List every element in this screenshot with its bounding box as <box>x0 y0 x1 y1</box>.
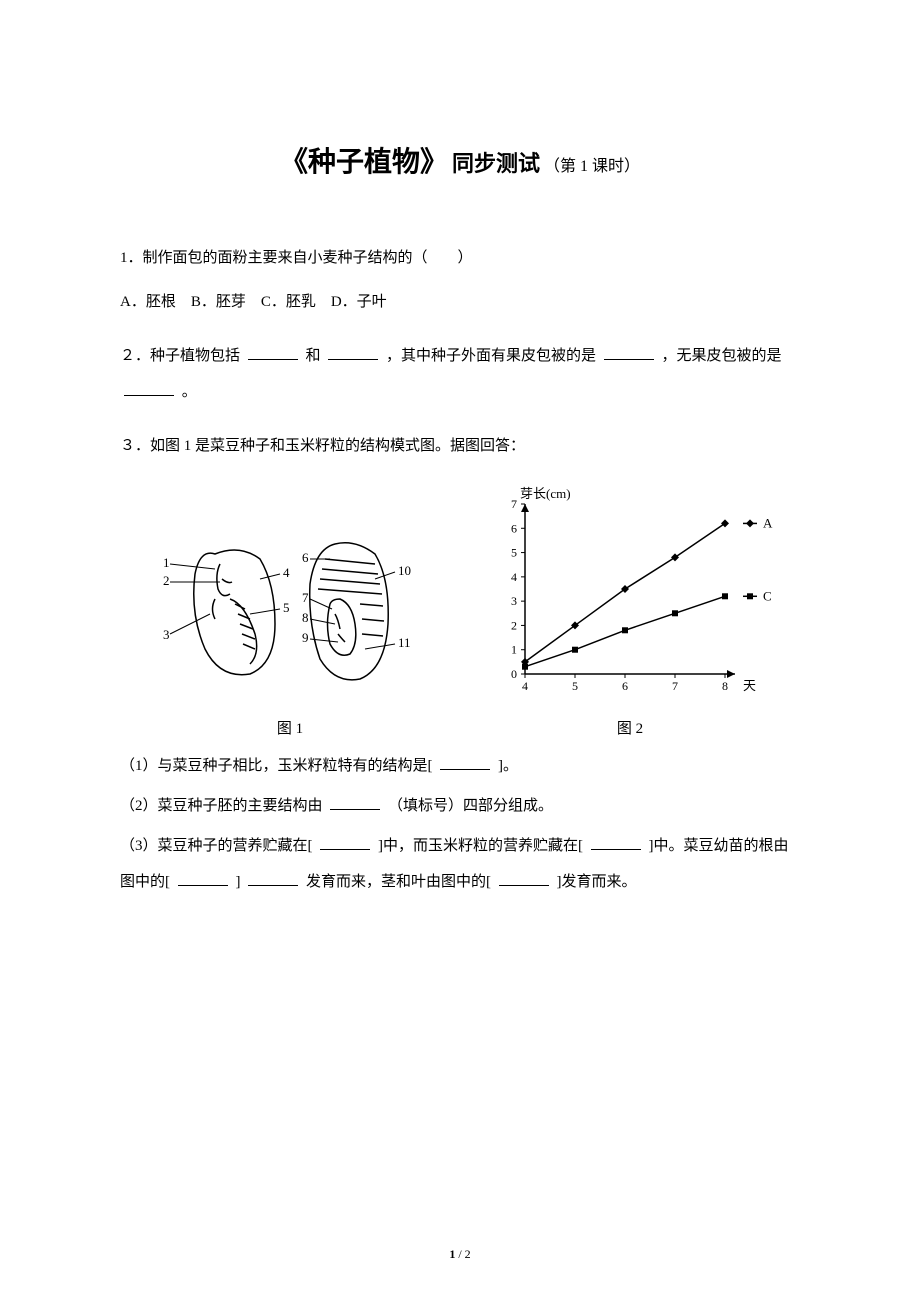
svg-text:7: 7 <box>672 679 678 693</box>
label-3: 3 <box>163 627 170 642</box>
page-title: 《种子植物》 同步测试 （第 1 课时） <box>120 140 800 180</box>
blank <box>499 868 549 886</box>
svg-text:芽长(cm): 芽长(cm) <box>520 486 571 501</box>
page-current: 1 <box>449 1247 455 1261</box>
blank <box>178 868 228 886</box>
blank <box>248 342 298 360</box>
label-2: 2 <box>163 573 170 588</box>
blank <box>440 752 490 770</box>
label-8: 8 <box>302 610 309 625</box>
q2-part2: 和 <box>302 348 325 364</box>
question-2: ２．种子植物包括 和 ，其中种子外面有果皮包被的是 ，无果皮包被的是 。 <box>120 338 800 410</box>
svg-text:A: A <box>763 515 773 530</box>
question-3-sub2: （2）菜豆种子胚的主要结构由 （填标号）四部分组成。 <box>120 788 800 824</box>
title-main: 《种子植物》 <box>280 147 448 178</box>
blank <box>248 868 298 886</box>
svg-text:4: 4 <box>522 679 528 693</box>
page-footer: 1 / 2 <box>0 1247 920 1262</box>
svg-text:7: 7 <box>511 497 517 511</box>
svg-text:C: C <box>763 588 772 603</box>
svg-text:1: 1 <box>511 643 517 657</box>
q2-part3: ，其中种子外面有果皮包被的是 <box>382 348 600 364</box>
q2-part5: 。 <box>178 384 197 400</box>
label-1: 1 <box>163 555 170 570</box>
svg-text:5: 5 <box>572 679 578 693</box>
page-total: 2 <box>465 1247 471 1261</box>
svg-text:3: 3 <box>511 594 517 608</box>
blank <box>330 792 380 810</box>
blank <box>328 342 378 360</box>
figure-2-label: 图 2 <box>460 717 800 738</box>
q3-sub1-a: （1）与菜豆种子相比，玉米籽粒特有的结构是[ <box>120 758 436 774</box>
label-6: 6 <box>302 550 309 565</box>
question-3-sub3: （3）菜豆种子的营养贮藏在[ ]中，而玉米籽粒的营养贮藏在[ ]中。菜豆幼苗的根… <box>120 828 800 900</box>
figure-1-label: 图 1 <box>120 717 460 738</box>
q3-sub2-a: （2）菜豆种子胚的主要结构由 <box>120 798 326 814</box>
blank <box>604 342 654 360</box>
question-3-stem: ３．如图 1 是菜豆种子和玉米籽粒的结构模式图。据图回答： <box>120 428 800 464</box>
blank <box>124 378 174 396</box>
question-1-options: A．胚根 B．胚芽 C．胚乳 D．子叶 <box>120 284 800 320</box>
figure-2: 芽长(cm) 0 1 2 3 4 5 6 7 4 5 6 7 8 天 A C 图 2 <box>460 484 800 738</box>
q3-sub2-b: （填标号）四部分组成。 <box>384 798 553 814</box>
label-11: 11 <box>398 635 411 650</box>
figure-container: 1 2 3 4 5 <box>120 484 800 738</box>
svg-text:4: 4 <box>511 570 517 584</box>
title-small: （第 1 课时） <box>544 158 640 175</box>
q3-sub3-a: （3）菜豆种子的营养贮藏在[ <box>120 838 316 854</box>
q3-sub3-f: ]发育而来。 <box>553 874 637 890</box>
q3-sub3-e: 发育而来，茎和叶由图中的[ <box>302 874 495 890</box>
svg-text:0: 0 <box>511 667 517 681</box>
q3-sub3-d: ] <box>232 874 245 890</box>
label-7: 7 <box>302 590 309 605</box>
blank <box>320 832 370 850</box>
q2-part1: ２．种子植物包括 <box>120 348 244 364</box>
seed-diagram-svg: 1 2 3 4 5 <box>160 504 420 704</box>
label-4: 4 <box>283 565 290 580</box>
q3-sub3-b: ]中，而玉米籽粒的营养贮藏在[ <box>374 838 587 854</box>
question-3-sub1: （1）与菜豆种子相比，玉米籽粒特有的结构是[ ]。 <box>120 748 800 784</box>
figure-1: 1 2 3 4 5 <box>120 504 460 738</box>
q2-part4: ，无果皮包被的是 <box>658 348 782 364</box>
svg-text:2: 2 <box>511 618 517 632</box>
label-9: 9 <box>302 630 309 645</box>
question-1-stem: 1．制作面包的面粉主要来自小麦种子结构的（ ） <box>120 240 800 276</box>
label-5: 5 <box>283 600 290 615</box>
svg-text:天: 天 <box>743 678 756 693</box>
svg-text:5: 5 <box>511 546 517 560</box>
svg-text:8: 8 <box>722 679 728 693</box>
title-sub: 同步测试 <box>452 151 540 176</box>
svg-text:6: 6 <box>622 679 628 693</box>
q3-sub1-b: ]。 <box>494 758 518 774</box>
label-10: 10 <box>398 563 411 578</box>
line-chart-svg: 芽长(cm) 0 1 2 3 4 5 6 7 4 5 6 7 8 天 A C <box>480 484 780 704</box>
blank <box>591 832 641 850</box>
svg-text:6: 6 <box>511 521 517 535</box>
